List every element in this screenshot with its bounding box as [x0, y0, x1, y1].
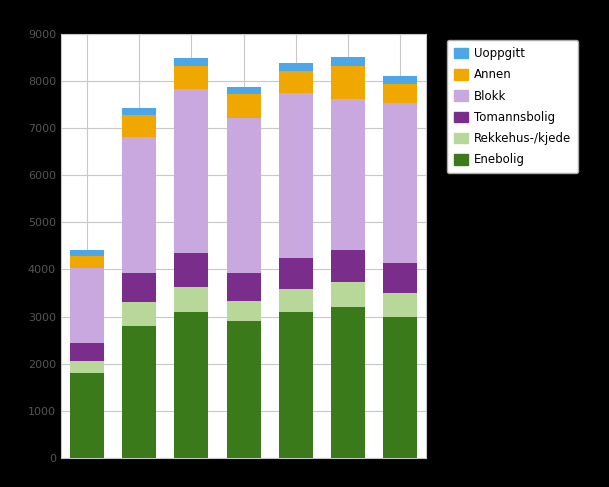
Bar — [383, 75, 417, 84]
Bar — [383, 294, 417, 317]
Bar — [383, 263, 417, 294]
Bar — [122, 109, 156, 115]
Bar — [122, 326, 156, 458]
Bar — [279, 289, 313, 312]
Bar — [70, 343, 104, 361]
Bar — [227, 273, 261, 300]
Bar — [122, 115, 156, 137]
Bar — [70, 361, 104, 373]
Bar — [227, 118, 261, 273]
Bar — [331, 57, 365, 66]
Bar — [279, 94, 313, 258]
Bar — [70, 256, 104, 268]
Bar — [174, 287, 208, 312]
Bar — [331, 307, 365, 458]
Bar — [279, 312, 313, 458]
Bar — [279, 258, 313, 289]
Legend: Uoppgitt, Annen, Blokk, Tomannsbolig, Rekkehus-/kjede, Enebolig: Uoppgitt, Annen, Blokk, Tomannsbolig, Re… — [447, 40, 579, 173]
Bar — [174, 89, 208, 253]
Bar — [331, 66, 365, 99]
Bar — [383, 84, 417, 103]
Bar — [70, 250, 104, 256]
Bar — [227, 87, 261, 94]
Bar — [331, 250, 365, 281]
Bar — [122, 302, 156, 326]
Bar — [227, 94, 261, 118]
Bar — [331, 99, 365, 250]
Bar — [227, 321, 261, 458]
Bar — [174, 312, 208, 458]
Bar — [383, 103, 417, 263]
Bar — [70, 373, 104, 458]
Bar — [383, 317, 417, 458]
Bar — [122, 273, 156, 302]
Bar — [174, 253, 208, 287]
Bar — [279, 63, 313, 71]
Bar — [174, 66, 208, 89]
Bar — [174, 57, 208, 66]
Bar — [331, 281, 365, 307]
Bar — [279, 71, 313, 94]
Bar — [122, 137, 156, 273]
Bar — [70, 268, 104, 343]
Bar — [227, 300, 261, 321]
